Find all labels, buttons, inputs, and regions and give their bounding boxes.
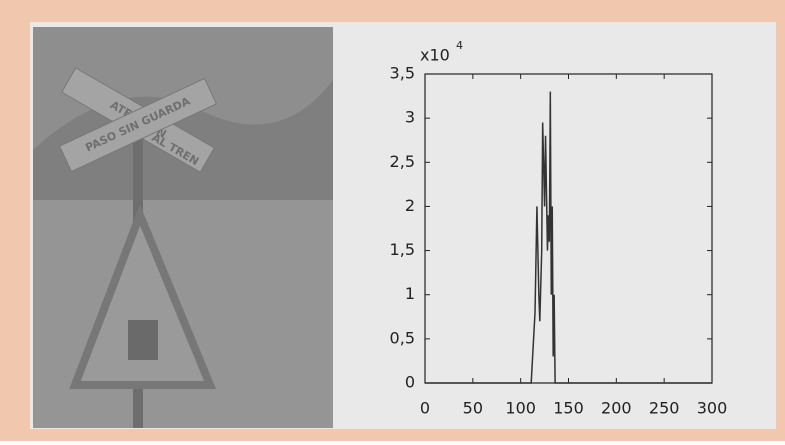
x-tick-label: 200 bbox=[601, 399, 632, 418]
y-tick-label: 3 bbox=[405, 108, 415, 127]
y-tick-label: 1,5 bbox=[390, 240, 415, 259]
x-tick-label: 250 bbox=[649, 399, 680, 418]
x-tick-label: 300 bbox=[697, 399, 728, 418]
y-tick-label: 2,5 bbox=[390, 152, 415, 171]
photo: ATENCION PASO SIN GUARDA AL TREN bbox=[33, 27, 333, 428]
x-tick-label: 50 bbox=[463, 399, 483, 418]
sign-icon bbox=[128, 320, 158, 360]
x-tick-label: 150 bbox=[553, 399, 584, 418]
y-tick-label: 3,5 bbox=[390, 64, 415, 83]
x-tick-label: 0 bbox=[420, 399, 430, 418]
y-scale-label: x10 bbox=[420, 46, 450, 65]
y-tick-label: 1 bbox=[405, 284, 415, 303]
x-tick-label: 100 bbox=[505, 399, 536, 418]
y-scale-exponent: 4 bbox=[456, 39, 463, 52]
y-tick-label: 0 bbox=[405, 373, 415, 392]
y-tick-label: 0,5 bbox=[390, 328, 415, 347]
y-tick-label: 2 bbox=[405, 196, 415, 215]
figure: ATENCION PASO SIN GUARDA AL TREN x10 4 0… bbox=[0, 0, 785, 441]
